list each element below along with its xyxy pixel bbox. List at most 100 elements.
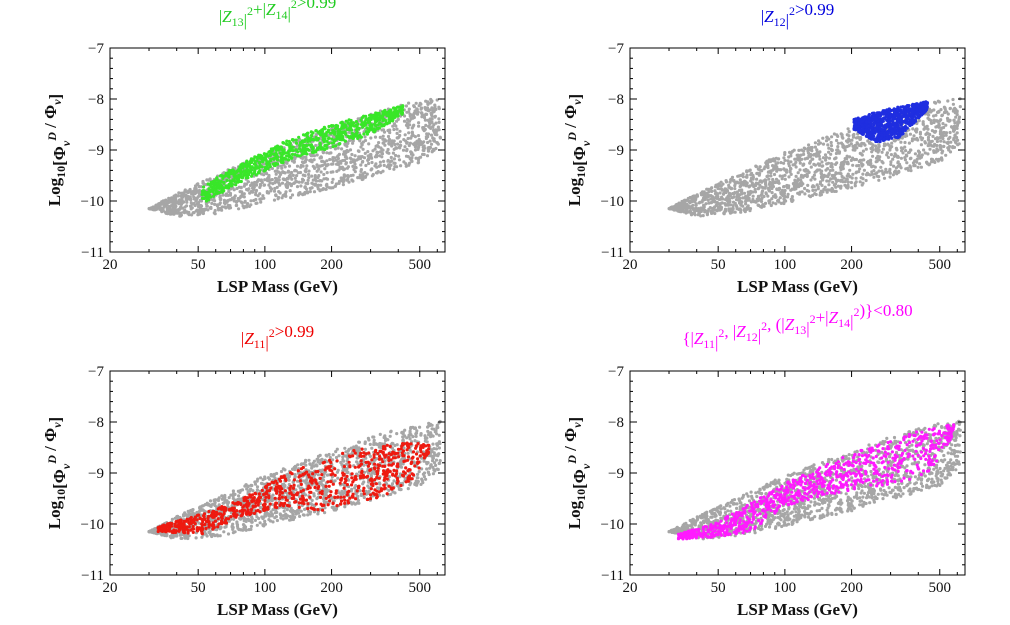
data-point: [417, 121, 421, 125]
data-point: [796, 171, 800, 175]
data-point: [771, 177, 775, 182]
data-point: [949, 125, 954, 129]
data-point: [253, 160, 257, 164]
data-point: [688, 199, 692, 203]
data-point: [912, 164, 916, 168]
data-point: [885, 136, 889, 140]
data-point: [313, 175, 317, 179]
data-point: [334, 158, 338, 162]
data-point: [340, 135, 344, 139]
data-point: [714, 204, 718, 208]
data-point: [870, 170, 874, 174]
data-point: [293, 168, 297, 172]
data-point: [842, 162, 846, 166]
data-point: [422, 129, 426, 133]
data-point: [311, 146, 315, 150]
data-point: [429, 142, 434, 146]
data-point: [760, 168, 764, 173]
data-point: [915, 136, 919, 141]
data-point: [874, 160, 878, 164]
data-point: [294, 148, 298, 152]
data-point: [378, 135, 382, 139]
data-point: [778, 196, 782, 200]
data-point: [745, 173, 749, 177]
data-point: [851, 163, 855, 167]
data-point: [188, 187, 192, 192]
data-point: [391, 112, 395, 116]
data-point: [387, 116, 391, 120]
data-point: [798, 161, 802, 165]
data-point: [726, 201, 730, 205]
data-point: [237, 207, 241, 211]
data-point: [877, 131, 881, 135]
data-point: [277, 175, 281, 179]
data-point: [417, 104, 421, 108]
data-point: [249, 199, 253, 203]
scatter-layer: [147, 97, 442, 218]
data-point: [875, 111, 880, 115]
data-point: [882, 176, 887, 180]
data-point: [342, 179, 346, 183]
data-point: [317, 167, 321, 171]
data-point: [871, 113, 875, 117]
data-point: [903, 140, 907, 145]
data-point: [327, 124, 331, 129]
data-point: [408, 161, 412, 165]
data-point: [811, 193, 815, 197]
data-point: [285, 176, 289, 180]
data-point: [422, 114, 426, 118]
data-point: [947, 137, 951, 141]
data-point: [381, 148, 385, 152]
data-point: [886, 142, 890, 146]
data-point: [857, 170, 861, 174]
data-point: [710, 189, 714, 193]
data-point: [416, 134, 421, 138]
data-point: [179, 211, 183, 215]
data-point: [879, 111, 883, 115]
data-point: [334, 182, 338, 186]
data-point: [237, 185, 241, 189]
data-point: [422, 146, 426, 150]
data-point: [167, 196, 171, 200]
data-point: [325, 151, 329, 155]
data-point: [290, 177, 294, 181]
data-point: [880, 133, 884, 137]
data-point: [328, 157, 332, 162]
data-point: [389, 155, 393, 160]
data-point: [948, 130, 952, 135]
data-point: [809, 165, 813, 169]
data-point: [213, 202, 217, 206]
data-point: [893, 121, 897, 125]
data-point: [430, 117, 434, 121]
data-point: [428, 145, 433, 150]
data-point: [782, 185, 786, 189]
data-point: [910, 111, 914, 115]
data-point: [410, 126, 414, 130]
data-point: [395, 131, 399, 135]
data-point: [915, 160, 919, 164]
data-point: [686, 210, 691, 214]
data-point: [265, 165, 269, 169]
data-point: [768, 199, 772, 203]
data-point: [364, 163, 368, 168]
data-point: [762, 167, 766, 171]
data-point: [252, 185, 256, 189]
data-point: [306, 135, 310, 139]
data-point: [927, 163, 931, 167]
data-point: [935, 124, 940, 128]
data-point: [246, 202, 250, 206]
data-point: [195, 208, 199, 212]
data-point: [752, 200, 756, 204]
data-point: [836, 145, 840, 149]
data-point: [204, 199, 209, 203]
data-point: [434, 121, 438, 125]
data-point: [695, 193, 699, 197]
data-point: [803, 192, 807, 196]
data-point: [920, 153, 924, 157]
data-point: [254, 190, 258, 195]
data-point: [940, 113, 945, 117]
data-point: [946, 99, 950, 103]
data-point: [422, 152, 426, 157]
data-point: [261, 194, 265, 198]
data-point: [408, 156, 413, 160]
